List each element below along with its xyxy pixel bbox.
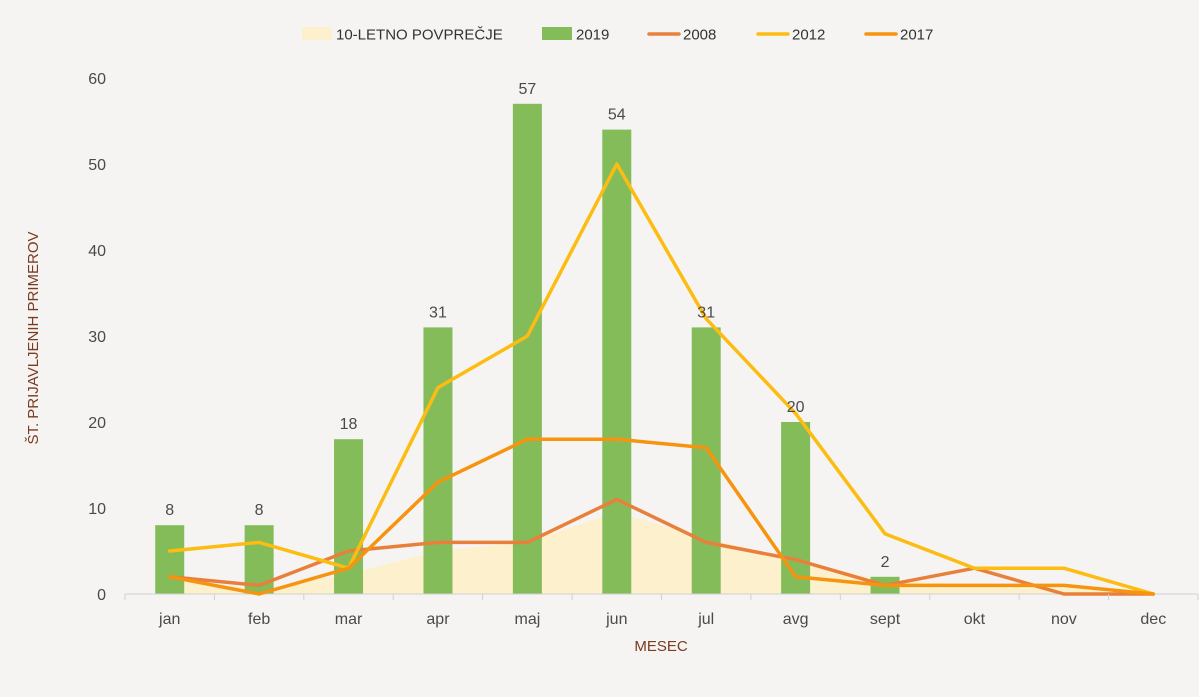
x-tick-label: mar [335,611,363,628]
x-tick-label: sept [870,611,901,628]
legend-label: 2017 [900,27,933,44]
legend: 10-LETNO POVPREČJE 2019 2008 2012 2017 [302,27,933,44]
x-tick-label: maj [514,611,540,628]
data-label-2019: 8 [255,502,264,519]
bar-2019-apr [423,327,453,594]
data-label-2019: 8 [165,502,174,519]
data-label-2019: 57 [518,81,536,98]
bar-2019-jun [602,129,632,594]
x-tick-label: okt [964,611,986,628]
average-area [169,512,1154,594]
legend-label: 2019 [576,27,609,44]
bar-2019-maj [512,103,542,595]
y-tick-label: 60 [88,71,106,88]
line-layer [167,162,1156,596]
y-tick-label: 10 [88,501,106,518]
x-tick-label: avg [783,611,809,628]
legend-label: 2012 [792,27,825,44]
x-tick-label: jul [697,611,714,628]
legend-swatch-area [302,27,332,40]
legend-swatch-bar [542,27,572,40]
x-tick-label: jan [158,611,180,628]
x-tick-label: jun [605,611,627,628]
average-area-layer [169,512,1154,594]
data-label-2019: 18 [340,416,358,433]
bar-2019-avg [781,422,811,594]
bar-2019-jan [155,525,185,594]
data-label-2019: 2 [881,554,890,571]
y-axis-ticks: 0 10 20 30 40 50 60 [88,71,106,604]
data-label-2019: 31 [429,304,447,321]
y-tick-label: 30 [88,329,106,346]
y-tick-label: 20 [88,415,106,432]
y-axis-title: ŠT. PRIJAVLJENIH PRIMEROV [25,231,42,444]
line-2008 [167,497,1156,596]
y-tick-label: 50 [88,157,106,174]
x-tick-label: dec [1140,611,1166,628]
line-2012 [167,162,1156,596]
legend-label: 2008 [683,27,716,44]
y-tick-label: 40 [88,243,106,260]
data-label-2019: 20 [787,399,805,416]
data-label-2019: 54 [608,107,626,124]
line-2017 [167,437,1156,596]
x-tick-label: apr [426,611,450,628]
y-tick-label: 0 [97,587,106,604]
x-tick-label: nov [1051,611,1077,628]
x-tick-label: feb [248,611,270,628]
data-label-2019: 31 [697,304,715,321]
x-axis-ticks: jan feb mar apr maj jun jul avg sept okt nov dec [124,594,1199,628]
x-axis-title: MESEC [634,638,688,655]
data-label-layer: 8 8 18 31 57 54 31 20 2 [165,81,889,571]
legend-label: 10-LETNO POVPREČJE [336,27,503,44]
bar-layer [155,103,900,595]
